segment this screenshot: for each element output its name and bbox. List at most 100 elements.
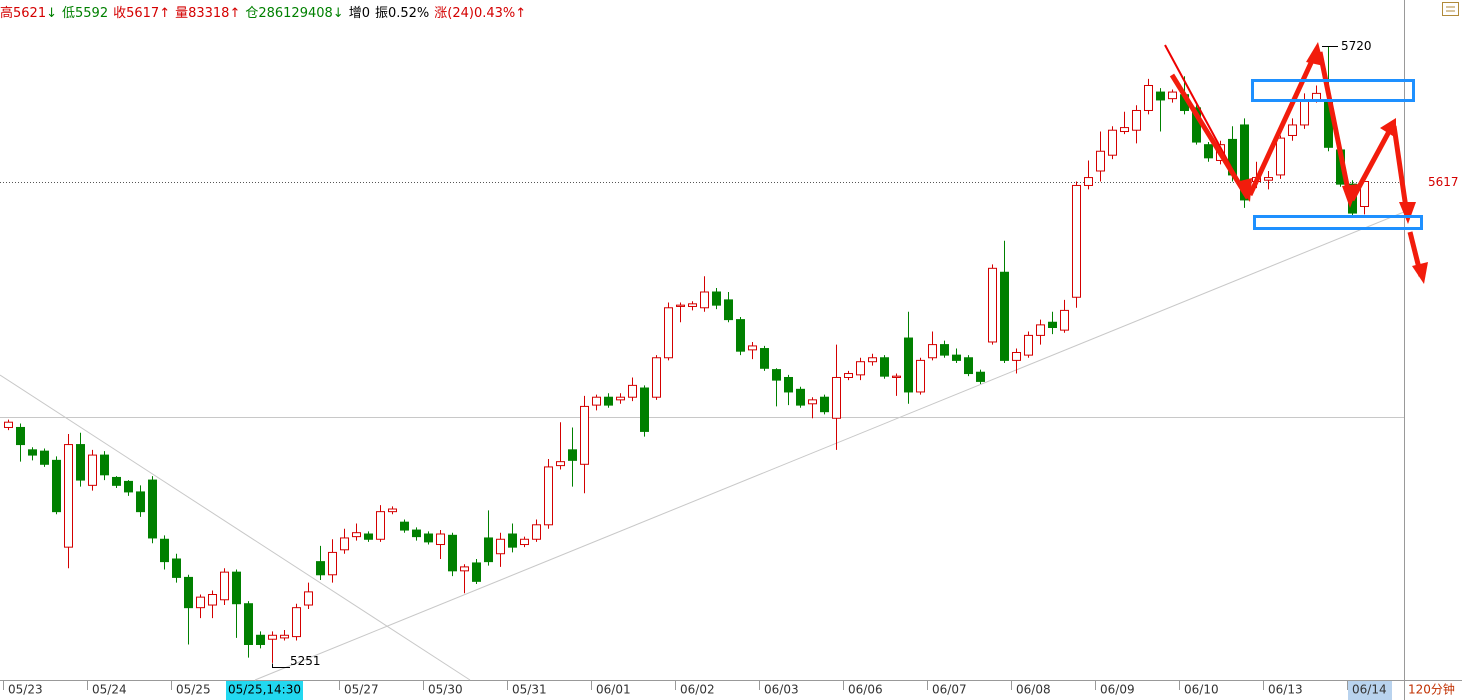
candle-body <box>40 450 49 465</box>
candle-body <box>1132 109 1141 131</box>
candle-body <box>988 267 997 343</box>
candle-body <box>688 303 697 307</box>
candle-body <box>724 299 733 321</box>
candle-body <box>232 571 241 605</box>
candle-body <box>952 354 961 361</box>
quote-item: 量83318↑ <box>175 6 241 21</box>
trend-line <box>0 374 471 681</box>
arrow <box>1247 50 1319 197</box>
candle-body <box>1000 271 1009 361</box>
panel-icon[interactable] <box>1442 2 1459 16</box>
candle-body <box>712 291 721 306</box>
candle-body <box>1264 177 1273 181</box>
candle-body <box>1204 144 1213 159</box>
arrow-head <box>1412 262 1428 284</box>
candle-body <box>364 533 373 540</box>
candle-body <box>124 480 133 493</box>
candle-body <box>1120 127 1129 133</box>
candle-body <box>760 348 769 369</box>
candle-body <box>568 449 577 461</box>
candle-body <box>1048 321 1057 329</box>
candle-body <box>172 558 181 578</box>
arrow-head <box>1399 202 1416 224</box>
arrow-head <box>1236 178 1252 202</box>
candle-body <box>496 538 505 555</box>
candle-body <box>1036 324 1045 336</box>
candle-body <box>424 533 433 543</box>
candle-body <box>1168 91 1177 100</box>
candle-body <box>748 345 757 351</box>
x-tick-label: 05/25 <box>176 683 211 697</box>
candle-body <box>940 344 949 356</box>
candle-body <box>1072 184 1081 298</box>
candle-body <box>388 508 397 513</box>
arrow <box>1391 125 1410 216</box>
candle-body <box>1300 99 1309 126</box>
quote-item: 高5621 <box>0 6 47 21</box>
candle-body <box>820 396 829 413</box>
candle-body <box>916 359 925 393</box>
candle-body <box>208 594 217 606</box>
candle-body <box>856 361 865 376</box>
candle-body <box>508 533 517 548</box>
x-tick-label: 06/06 <box>848 683 883 697</box>
trend-line <box>254 211 1405 681</box>
candle-body <box>676 304 685 307</box>
x-tick-label: 05/27 <box>344 683 379 697</box>
box <box>1251 79 1415 102</box>
quote-item: 振0.52% <box>374 6 430 21</box>
candle-body <box>112 476 121 486</box>
candle-body <box>196 596 205 609</box>
candle-body <box>640 387 649 432</box>
labels: 5617 05/23 05/24 05/25 05/27 05/30 05/31 06/01 0… <box>3 39 1459 700</box>
candle-body <box>808 399 817 405</box>
candle-body <box>268 634 277 640</box>
candle-body <box>664 307 673 359</box>
candles <box>4 46 1369 663</box>
cursor-label: 05/25,14:30 <box>228 683 301 697</box>
candle-body <box>616 396 625 401</box>
candle-body <box>136 491 145 513</box>
arrow <box>1169 73 1251 200</box>
candle-body <box>1240 124 1249 201</box>
x-tick-label: 06/10 <box>1184 683 1219 697</box>
arrow-heads <box>1236 42 1428 284</box>
quote-item: 低5592 <box>62 6 109 21</box>
quote-item: ↑ <box>159 6 171 21</box>
quote-item: 增0 <box>348 6 370 21</box>
candle-body <box>592 396 601 406</box>
x-tick-label: 06/03 <box>764 683 799 697</box>
y-tick-label: 5617 <box>1428 175 1459 189</box>
x-tick-label: 06/08 <box>1016 683 1051 697</box>
candle-body <box>1012 351 1021 361</box>
x-label-highlight <box>1348 681 1392 700</box>
candle-body <box>484 537 493 563</box>
box <box>1253 215 1423 230</box>
period-label: 120分钟 <box>1408 682 1455 697</box>
candle-body <box>868 357 877 363</box>
candle-body <box>904 337 913 393</box>
cursor-label-bg <box>226 681 303 700</box>
min-label: 5251 <box>290 654 321 668</box>
candle-body <box>1144 84 1153 111</box>
arrow-head <box>1306 42 1324 66</box>
x-tick-label: 06/14 <box>1352 683 1387 697</box>
candle-body <box>1084 177 1093 186</box>
candle-body <box>244 603 253 645</box>
candle-body <box>436 533 445 546</box>
x-tick-label: 06/07 <box>932 683 967 697</box>
candle-body <box>412 529 421 538</box>
quote-item: ↓ <box>46 6 57 21</box>
candle-body <box>964 357 973 375</box>
candle-body <box>328 551 337 576</box>
candle-body <box>220 571 229 601</box>
candle-body <box>1060 309 1069 331</box>
quote-header: 高5621↓ 低5592 收5617↑ 量83318↑ 仓286129408↓ 增0 振0.… <box>0 2 526 21</box>
candle-body <box>520 538 529 546</box>
candle-body <box>1024 334 1033 356</box>
candle-body <box>376 511 385 540</box>
candle-body <box>100 454 109 476</box>
annotations <box>1164 42 1428 284</box>
